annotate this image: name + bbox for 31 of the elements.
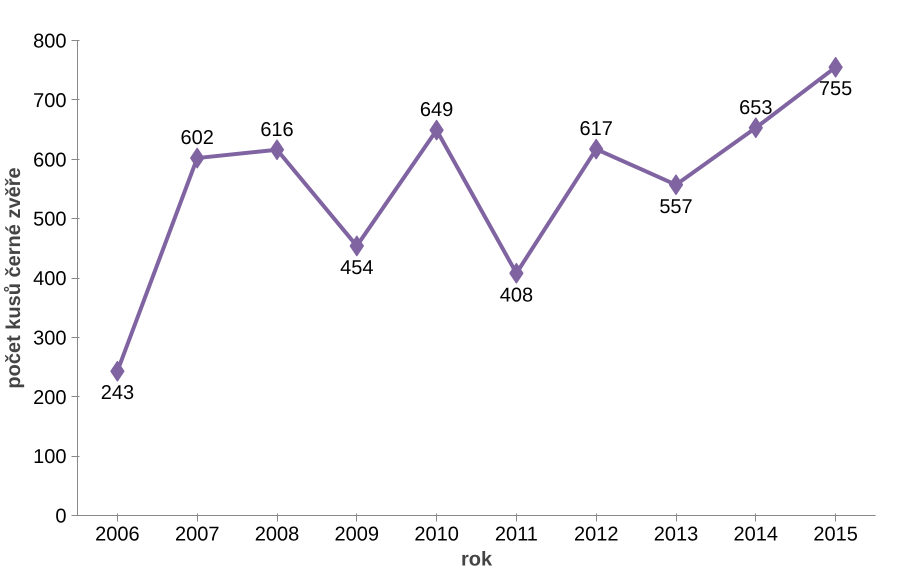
x-tick-label: 2010 [414,524,459,546]
x-tick-label: 2006 [95,524,140,546]
data-label: 243 [100,382,134,404]
y-axis-title: počet kusů černé zvěře [3,167,26,389]
y-tick-label: 800 [33,30,67,52]
y-tick-label: 500 [33,208,67,231]
y-tick-label: 100 [33,446,67,468]
x-tick-label: 2008 [254,524,300,546]
x-tick-label: 2012 [574,524,618,546]
y-tick-label: 300 [33,327,67,350]
x-tick-label: 2007 [174,524,220,546]
data-label: 557 [659,196,693,218]
data-label: 454 [340,256,374,279]
x-tick-label: 2015 [813,524,858,546]
x-tick-label: 2014 [734,524,778,546]
y-tick-label: 400 [33,268,67,290]
x-tick-label: 2013 [654,524,698,546]
data-label: 408 [500,284,534,306]
y-tick-label: 700 [33,90,67,112]
x-axis-title: rok [460,548,493,570]
data-label: 602 [180,127,214,150]
data-label: 617 [580,118,613,140]
data-label: 616 [260,118,294,141]
x-tick-label: 2011 [494,524,538,546]
x-tick-label: 2009 [334,524,380,546]
data-label: 755 [818,78,852,100]
data-label: 649 [420,99,454,122]
y-tick-label: 600 [33,149,67,172]
data-label: 653 [739,96,772,119]
y-tick-label: 0 [55,506,66,528]
y-tick-label: 200 [33,386,67,409]
